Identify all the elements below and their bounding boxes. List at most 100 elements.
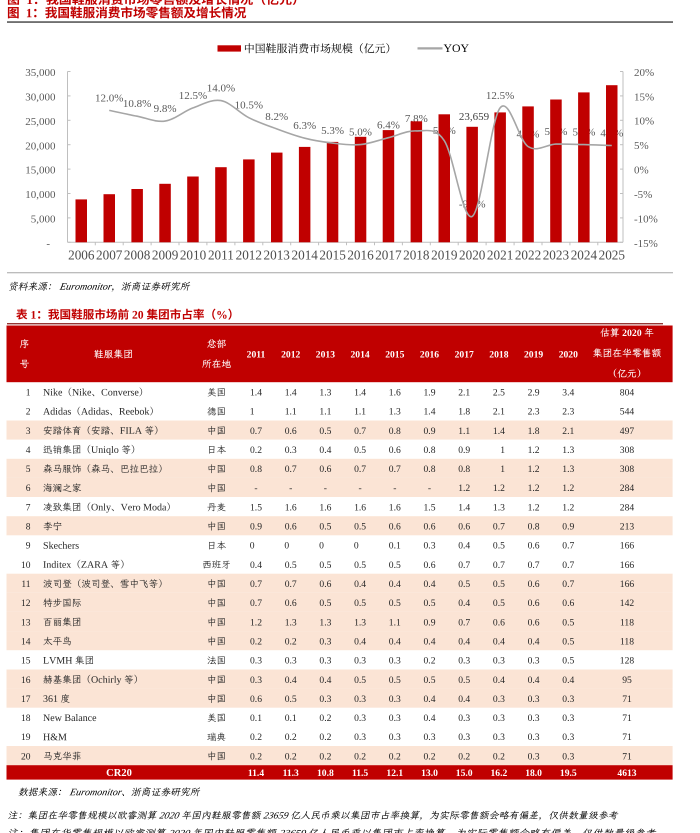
svg-text:0.5: 0.5 [562, 656, 574, 667]
svg-text:11.4: 11.4 [248, 768, 264, 779]
svg-text:0.7: 0.7 [250, 579, 262, 590]
svg-text:16: 16 [21, 676, 31, 686]
svg-text:17: 17 [21, 695, 31, 705]
svg-text:0.5: 0.5 [354, 675, 366, 686]
svg-text:0.4: 0.4 [319, 445, 331, 456]
svg-text:2014: 2014 [292, 248, 319, 263]
svg-text:308: 308 [620, 445, 635, 456]
svg-text:166: 166 [620, 579, 635, 590]
svg-text:0.3: 0.3 [389, 732, 401, 743]
svg-text:0.3: 0.3 [424, 541, 436, 552]
svg-text:0.7: 0.7 [458, 560, 470, 571]
svg-text:1.4: 1.4 [285, 388, 297, 399]
svg-text:1.5: 1.5 [250, 502, 262, 513]
svg-text:71: 71 [622, 694, 632, 705]
svg-text:5: 5 [26, 465, 31, 475]
svg-text:1.2: 1.2 [562, 483, 574, 494]
svg-text:2022: 2022 [515, 248, 541, 263]
svg-text:3.4: 3.4 [562, 388, 574, 399]
svg-text:15%: 15% [634, 91, 654, 103]
svg-text:11.5: 11.5 [352, 768, 368, 779]
svg-text:0.4: 0.4 [458, 636, 470, 647]
svg-text:5,000: 5,000 [31, 214, 56, 226]
svg-text:128: 128 [620, 656, 635, 667]
svg-text:2.1: 2.1 [562, 426, 574, 437]
svg-text:0.9: 0.9 [458, 445, 470, 456]
svg-text:0.6: 0.6 [528, 579, 540, 590]
svg-text:18.0: 18.0 [525, 768, 542, 779]
svg-text:1.8: 1.8 [528, 426, 540, 437]
svg-text:0.6: 0.6 [285, 426, 297, 437]
svg-text:0.6: 0.6 [389, 522, 401, 533]
svg-text:0.5: 0.5 [354, 445, 366, 456]
svg-text:0.3: 0.3 [285, 656, 297, 667]
svg-text:0.3: 0.3 [389, 656, 401, 667]
svg-text:0.5: 0.5 [493, 579, 505, 590]
svg-text:0.2: 0.2 [493, 751, 505, 762]
svg-text:7: 7 [26, 503, 31, 513]
svg-text:0.5: 0.5 [354, 598, 366, 609]
svg-text:12: 12 [21, 599, 31, 609]
svg-text:1.6: 1.6 [285, 502, 297, 513]
svg-text:11.3: 11.3 [283, 768, 299, 779]
svg-text:0.5: 0.5 [562, 617, 574, 628]
svg-text:0.3: 0.3 [354, 732, 366, 743]
svg-text:-15%: -15% [634, 238, 658, 250]
svg-text:0.5: 0.5 [458, 579, 470, 590]
svg-text:0.2: 0.2 [424, 751, 436, 762]
svg-text:-: - [428, 483, 431, 494]
svg-text:0.3: 0.3 [528, 732, 540, 743]
svg-text:0.5: 0.5 [319, 522, 331, 533]
svg-text:2.3: 2.3 [562, 407, 574, 418]
svg-text:-: - [46, 238, 50, 250]
svg-text:8: 8 [26, 523, 31, 533]
svg-text:2007: 2007 [96, 248, 123, 263]
svg-text:71: 71 [622, 713, 632, 724]
svg-text:0.6: 0.6 [493, 617, 505, 628]
svg-text:0: 0 [284, 541, 289, 552]
svg-text:1.3: 1.3 [319, 617, 331, 628]
svg-text:0.2: 0.2 [285, 751, 297, 762]
svg-text:2015: 2015 [385, 350, 404, 361]
svg-text:0.4: 0.4 [528, 675, 540, 686]
svg-text:20,000: 20,000 [25, 140, 56, 152]
svg-text:0.6: 0.6 [285, 598, 297, 609]
svg-text:0.2: 0.2 [250, 732, 262, 743]
svg-text:5.0%: 5.0% [349, 127, 372, 139]
svg-text:0.7: 0.7 [562, 541, 574, 552]
svg-text:2025: 2025 [599, 248, 626, 263]
svg-text:0%: 0% [634, 165, 649, 177]
svg-text:10.8%: 10.8% [123, 98, 151, 110]
svg-text:284: 284 [620, 502, 635, 513]
svg-text:15.0: 15.0 [456, 768, 473, 779]
svg-text:12.5%: 12.5% [486, 90, 514, 102]
svg-text:0.4: 0.4 [424, 694, 436, 705]
svg-text:0.2: 0.2 [458, 751, 470, 762]
svg-text:12.5%: 12.5% [179, 90, 207, 102]
svg-text:1.8: 1.8 [458, 407, 470, 418]
svg-text:0.5: 0.5 [354, 522, 366, 533]
svg-text:10.8: 10.8 [317, 768, 334, 779]
svg-text:0.3: 0.3 [493, 656, 505, 667]
svg-text:19.5: 19.5 [560, 768, 577, 779]
svg-text:2.3: 2.3 [528, 407, 540, 418]
svg-text:2020: 2020 [559, 350, 578, 361]
svg-text:0.4: 0.4 [493, 636, 505, 647]
svg-text:0.6: 0.6 [285, 522, 297, 533]
svg-text:0.2: 0.2 [285, 732, 297, 743]
svg-text:0.8: 0.8 [458, 464, 470, 475]
svg-text:1.9: 1.9 [424, 388, 436, 399]
svg-text:1.4: 1.4 [493, 426, 505, 437]
svg-text:0.5: 0.5 [389, 675, 401, 686]
svg-text:10.5%: 10.5% [235, 100, 263, 112]
svg-text:2009: 2009 [152, 248, 179, 263]
svg-text:0.7: 0.7 [562, 560, 574, 571]
svg-text:0.4: 0.4 [285, 675, 297, 686]
svg-text:0.4: 0.4 [424, 579, 436, 590]
svg-text:0.9: 0.9 [250, 522, 262, 533]
svg-text:-: - [289, 483, 292, 494]
svg-text:166: 166 [620, 560, 635, 571]
svg-text:15: 15 [21, 657, 31, 667]
svg-text:0.7: 0.7 [458, 617, 470, 628]
svg-text:0.2: 0.2 [319, 751, 331, 762]
